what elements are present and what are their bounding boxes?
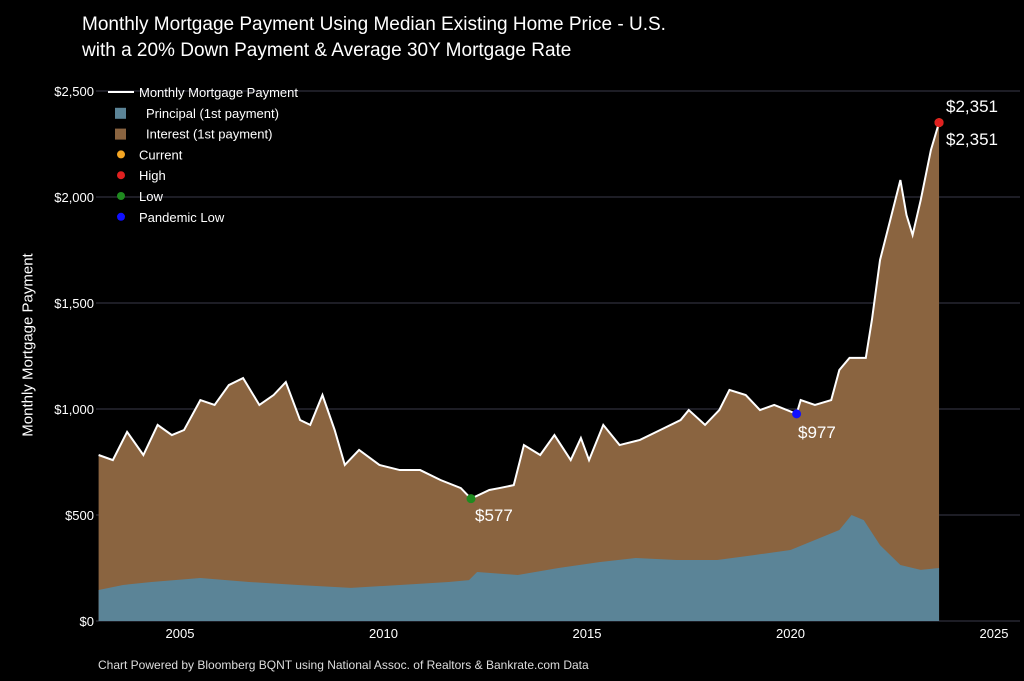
y-tick-label: $0 [80, 614, 94, 629]
title-line-1: Monthly Mortgage Payment Using Median Ex… [82, 14, 666, 35]
y-tick-label: $500 [65, 508, 94, 523]
legend-dot-swatch [117, 171, 125, 180]
legend-square-swatch [115, 128, 126, 140]
legend-dot-swatch [117, 192, 125, 200]
legend: Monthly Mortgage Payment Principal (1st p… [108, 85, 298, 225]
legend-item: Interest (1st payment) [146, 127, 272, 142]
x-tick-label: 2020 [776, 626, 805, 641]
legend-item: Current [139, 147, 183, 162]
legend-square-swatch [115, 107, 126, 119]
y-tick-label: $2,000 [54, 190, 94, 205]
y-tick-label: $1,500 [54, 296, 94, 311]
x-tick-label: 2025 [980, 626, 1009, 641]
legend-item: High [139, 168, 166, 183]
chart-title: Monthly Mortgage Payment Using Median Ex… [82, 12, 666, 64]
x-tick-label: 2010 [369, 626, 398, 641]
legend-item: Low [139, 189, 163, 204]
y-tick-label: $1,000 [54, 402, 94, 417]
interest-area [98, 122, 940, 621]
x-tick-label: 2005 [166, 626, 195, 641]
legend-dot-swatch [117, 212, 125, 221]
annotation-pandemic-low: $977 [798, 423, 836, 442]
x-tick-label: 2015 [573, 626, 602, 641]
legend-dot-swatch [117, 150, 125, 159]
annotation-low: $577 [475, 506, 513, 525]
legend-item: Monthly Mortgage Payment [139, 85, 298, 100]
annotation-current: $2,351 [946, 130, 998, 149]
annotation-high: $2,351 [946, 97, 998, 116]
marker-low [466, 494, 476, 504]
chart-footer: Chart Powered by Bloomberg BQNT using Na… [98, 658, 589, 672]
payment-line [98, 122, 941, 500]
title-line-2: with a 20% Down Payment & Average 30Y Mo… [82, 40, 572, 61]
marker-pandemic-low [792, 409, 802, 419]
marker-high [934, 118, 944, 128]
principal-area [98, 515, 940, 621]
y-tick-label: $2,500 [54, 84, 94, 99]
legend-item: Pandemic Low [139, 210, 225, 225]
legend-item: Principal (1st payment) [146, 106, 279, 121]
